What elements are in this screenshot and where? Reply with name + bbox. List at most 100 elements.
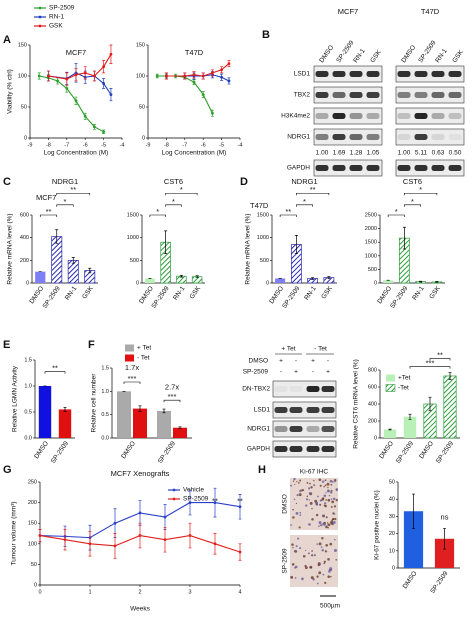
bar xyxy=(133,408,147,438)
error-bar xyxy=(419,280,423,283)
legend-swatch xyxy=(385,384,396,392)
nucleus xyxy=(301,488,304,492)
y-tick-label: 150 xyxy=(136,42,145,48)
significance: ** xyxy=(437,350,443,359)
nucleus xyxy=(311,554,314,557)
ihc-label: DMSO xyxy=(282,494,289,514)
nucleus xyxy=(330,575,332,578)
nucleus xyxy=(308,492,311,495)
scale-label: 500µm xyxy=(320,603,340,610)
treatment-sign: + xyxy=(326,369,330,376)
row-label: LSD1 xyxy=(254,407,271,414)
x-tick-label: -8 xyxy=(46,142,51,148)
x-tick-label: 2 xyxy=(138,589,141,595)
bracket xyxy=(149,214,166,217)
data-point xyxy=(109,93,113,96)
blot-band xyxy=(349,165,363,171)
data-point xyxy=(74,99,78,103)
nucleus xyxy=(327,558,330,561)
y-axis-label: Viability (% ctrl) xyxy=(7,69,14,114)
significance: 2.7x xyxy=(165,382,179,391)
x-tick-label: -5 xyxy=(101,142,106,148)
blot-band xyxy=(315,113,329,119)
significance: ** xyxy=(285,207,291,216)
nucleus xyxy=(316,543,319,545)
chart-title: CST6 xyxy=(164,177,183,186)
blot-band xyxy=(366,92,380,98)
y-tick-label: 0 xyxy=(34,582,37,588)
x-tick-label: SP-2509 xyxy=(50,440,70,465)
data-point xyxy=(192,80,196,84)
nucleus xyxy=(322,573,325,576)
blot-header: MCF7 xyxy=(338,7,358,16)
y-axis-label: Relative mRNA level (%) xyxy=(7,213,14,284)
nucleus xyxy=(313,479,315,482)
lane-label: DMSO xyxy=(400,44,417,64)
nucleus xyxy=(323,494,327,498)
data-point xyxy=(155,74,159,78)
y-tick-label: 150 xyxy=(18,42,27,48)
nucleus xyxy=(305,504,308,507)
error-bar xyxy=(428,396,432,412)
nucleus xyxy=(322,514,325,517)
nucleus xyxy=(307,552,310,555)
bar xyxy=(434,538,455,568)
nucleus xyxy=(317,495,319,498)
y-tick-label: 100 xyxy=(28,541,37,547)
data-point xyxy=(93,125,96,129)
blot-band xyxy=(397,71,411,77)
y-tick-label: 0 xyxy=(374,280,377,286)
y-tick-label: 1.0 xyxy=(101,389,109,395)
blot-band xyxy=(289,446,303,452)
nucleus xyxy=(331,519,334,522)
nucleus xyxy=(311,507,313,510)
x-tick-label: -4 xyxy=(238,142,243,148)
panel-letter: G xyxy=(3,464,12,476)
ihc-label: SP-2509 xyxy=(282,548,289,574)
error-bar xyxy=(388,428,392,431)
blot-frame xyxy=(395,86,465,104)
legend-marker xyxy=(172,497,176,501)
error-bar xyxy=(448,372,452,380)
x-tick-label: DMSO xyxy=(378,440,395,460)
nucleus xyxy=(325,516,328,519)
axes xyxy=(379,215,445,284)
blot-band xyxy=(306,407,320,413)
x-tick-label: DMSO xyxy=(28,285,45,305)
x-tick-label: DMSO xyxy=(418,440,435,460)
error-bar xyxy=(412,493,415,529)
bar xyxy=(275,278,286,283)
bracket xyxy=(387,214,405,217)
blot-band xyxy=(274,407,288,413)
nucleus xyxy=(324,484,327,487)
x-tick-label: 0 xyxy=(38,589,41,595)
data-point xyxy=(56,79,59,83)
nucleus xyxy=(292,516,295,519)
nucleus xyxy=(330,506,333,508)
blot-band xyxy=(431,165,445,171)
blot-frame xyxy=(272,420,337,438)
nucleus xyxy=(298,526,301,529)
quant-value: 1.05 xyxy=(367,150,380,157)
error-bar xyxy=(435,281,439,283)
error-bar xyxy=(63,406,67,412)
legend-label: -Tet xyxy=(398,385,409,392)
significance: ** xyxy=(46,207,52,216)
y-tick-label: 1.0 xyxy=(24,383,32,389)
nucleus xyxy=(325,499,328,501)
bracket xyxy=(429,358,451,361)
data-point xyxy=(113,521,117,525)
blot-frame xyxy=(272,401,337,419)
nucleus xyxy=(299,489,302,493)
treatment-sign: + xyxy=(311,358,315,365)
blot-band xyxy=(315,92,329,98)
series-line xyxy=(48,54,112,80)
treatment-sign: - xyxy=(327,358,329,365)
nucleus xyxy=(310,576,314,580)
nucleus xyxy=(330,520,334,524)
blot-band xyxy=(414,113,428,119)
ihc-image xyxy=(290,478,338,530)
panel-letter: B xyxy=(262,29,270,41)
blot-band xyxy=(332,92,346,98)
significance: * xyxy=(156,207,159,216)
